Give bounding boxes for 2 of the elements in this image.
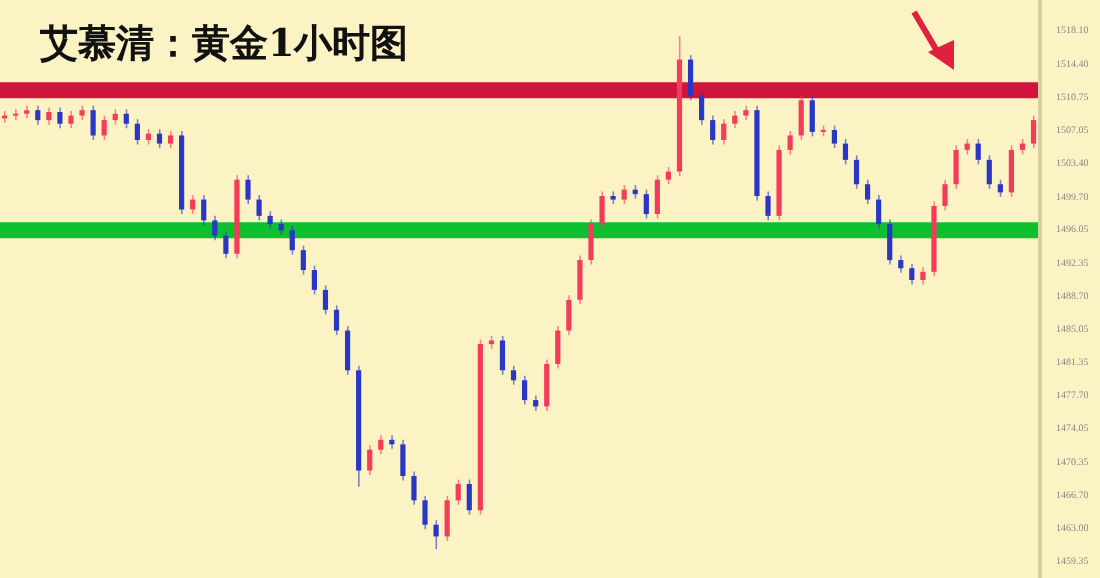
- candlestick: [13, 109, 19, 121]
- text: 艾慕清：黄金1小时图: [40, 20, 409, 70]
